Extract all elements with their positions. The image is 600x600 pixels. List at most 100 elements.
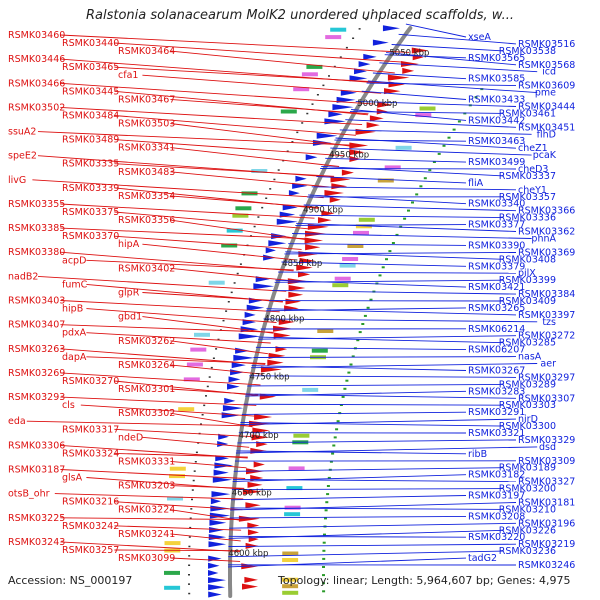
reverse-gene-label[interactable]: RSMK03357: [499, 192, 556, 203]
reverse-gene-label[interactable]: RSMK03289: [499, 379, 556, 390]
forward-gene-label[interactable]: RSMK03242: [62, 521, 119, 532]
forward-gene-label[interactable]: RSMK03257: [62, 545, 119, 556]
forward-gene-label[interactable]: RSMK03402: [118, 263, 175, 274]
reverse-gene-label[interactable]: RSMK03516: [518, 39, 575, 50]
forward-gene-label[interactable]: RSMK03403: [8, 296, 65, 307]
forward-gene-label[interactable]: RSMK03302: [118, 408, 175, 419]
gene-labels[interactable]: RSMK03460RSMK03440RSMK03464RSMK03446RSMK…: [8, 30, 575, 571]
reverse-gene-label[interactable]: RSMK03285: [499, 338, 556, 349]
reverse-gene-label[interactable]: RSMK03337: [499, 171, 556, 182]
reverse-gene-label[interactable]: RSMK06207: [468, 345, 525, 356]
forward-gene-label[interactable]: RSMK03331: [118, 456, 175, 467]
forward-gene-label[interactable]: fumC: [62, 279, 88, 290]
reverse-gene-label[interactable]: RSMK03340: [468, 199, 525, 210]
reverse-gene-label[interactable]: pme: [535, 88, 556, 99]
reverse-gene-label[interactable]: RSMK03329: [518, 435, 575, 446]
forward-gene-label[interactable]: hipA: [118, 239, 140, 250]
reverse-gene-label[interactable]: RSMK03265: [468, 303, 525, 314]
forward-gene-label[interactable]: RSMK03241: [118, 529, 175, 540]
forward-gene-label[interactable]: RSMK03269: [8, 368, 65, 379]
forward-gene-label[interactable]: pdxA: [62, 328, 87, 339]
reverse-gene-label[interactable]: RSMK03327: [518, 477, 575, 488]
forward-gene-label[interactable]: ndeD: [118, 432, 143, 443]
reverse-gene-label[interactable]: RSMK03272: [518, 331, 575, 342]
forward-gene-label[interactable]: RSMK03324: [62, 448, 119, 459]
forward-gene-label[interactable]: RSMK03203: [118, 481, 175, 492]
forward-gene-label[interactable]: RSMK03225: [8, 513, 65, 524]
reverse-gene-label[interactable]: RSMK03196: [518, 518, 575, 529]
forward-gene-label[interactable]: RSMK03460: [8, 30, 65, 41]
forward-gene-label[interactable]: acpD: [62, 255, 86, 266]
reverse-gene-label[interactable]: RSMK03182: [468, 470, 525, 481]
reverse-gene-label[interactable]: RSMK03461: [499, 108, 556, 119]
forward-gene-label[interactable]: RSMK03502: [8, 102, 65, 113]
forward-gene-label[interactable]: RSMK03301: [118, 384, 175, 395]
forward-gene-label[interactable]: dapA: [62, 352, 87, 363]
forward-gene-label[interactable]: RSMK03355: [8, 199, 65, 210]
reverse-gene-label[interactable]: RSMK03220: [468, 532, 525, 543]
reverse-gene-label[interactable]: RSMK03444: [518, 102, 575, 113]
reverse-gene-label[interactable]: nirD: [518, 414, 538, 425]
forward-gene-label[interactable]: RSMK03187: [8, 465, 65, 476]
reverse-gene-label[interactable]: cheY1: [518, 185, 547, 196]
reverse-gene-label[interactable]: RSMK03451: [518, 122, 575, 133]
reverse-gene-label[interactable]: RSMK03379: [468, 261, 525, 272]
reverse-gene-label[interactable]: RSMK03442: [468, 115, 525, 126]
forward-gene-label[interactable]: RSMK03466: [8, 78, 65, 89]
forward-gene-label[interactable]: speE2: [8, 151, 37, 162]
forward-gene-label[interactable]: RSMK03370: [62, 231, 119, 242]
forward-gene-label[interactable]: glpR: [118, 288, 140, 299]
forward-gene-label[interactable]: RSMK03385: [8, 223, 65, 234]
reverse-gene-label[interactable]: RSMK03384: [518, 289, 575, 300]
reverse-gene-label[interactable]: RSMK03609: [518, 81, 575, 92]
forward-gene-label[interactable]: RSMK03264: [118, 360, 175, 371]
forward-gene-label[interactable]: cls: [62, 400, 75, 411]
reverse-gene-label[interactable]: ribB: [468, 449, 487, 460]
reverse-gene-label[interactable]: RSMK03463: [468, 136, 525, 147]
reverse-gene-label[interactable]: RSMK03189: [499, 463, 556, 474]
reverse-gene-label[interactable]: RSMK03390: [468, 240, 525, 251]
reverse-gene-label[interactable]: nasA: [518, 352, 542, 363]
reverse-gene-label[interactable]: RSMK03208: [468, 511, 525, 522]
forward-gene-label[interactable]: RSMK03341: [118, 143, 175, 154]
reverse-gene-label[interactable]: RSMK03362: [518, 227, 575, 238]
reverse-gene-label[interactable]: RSMK03409: [499, 296, 556, 307]
reverse-gene-label[interactable]: RSMK03267: [468, 366, 525, 377]
reverse-gene-label[interactable]: RSMK03309: [518, 456, 575, 467]
reverse-gene-label[interactable]: RSMK03538: [499, 46, 556, 57]
forward-gene-label[interactable]: RSMK03262: [118, 336, 175, 347]
forward-gene-label[interactable]: RSMK03407: [8, 320, 65, 331]
reverse-gene-label[interactable]: pcaK: [533, 150, 557, 161]
reverse-gene-label[interactable]: RSMK03366: [518, 206, 575, 217]
forward-gene-label[interactable]: RSMK03445: [62, 86, 119, 97]
forward-gene-label[interactable]: RSMK03446: [8, 54, 65, 65]
forward-gene-label[interactable]: RSMK03465: [62, 62, 119, 73]
reverse-gene-label[interactable]: RSMK03336: [499, 213, 556, 224]
reverse-gene-label[interactable]: RSMK03303: [499, 400, 556, 411]
forward-gene-label[interactable]: glsA: [62, 473, 83, 484]
reverse-gene-label[interactable]: xseA: [468, 32, 491, 43]
reverse-gene-label[interactable]: RSMK03236: [499, 546, 556, 557]
forward-gene-label[interactable]: RSMK03503: [118, 119, 175, 130]
reverse-gene-label[interactable]: RSMK03585: [468, 74, 525, 85]
reverse-gene-label[interactable]: phnA: [531, 234, 556, 245]
reverse-gene-label[interactable]: RSMK03499: [468, 157, 525, 168]
reverse-gene-label[interactable]: RSMK03565: [468, 53, 525, 64]
forward-gene-label[interactable]: RSMK03335: [62, 159, 119, 170]
forward-gene-label[interactable]: gbd1: [118, 312, 142, 323]
reverse-gene-label[interactable]: RSMK03300: [499, 421, 556, 432]
forward-gene-label[interactable]: RSMK03464: [118, 46, 175, 57]
reverse-gene-label[interactable]: RSMK06214: [468, 324, 525, 335]
forward-gene-label[interactable]: RSMK03356: [118, 215, 175, 226]
reverse-gene-label[interactable]: RSMK03307: [518, 393, 575, 404]
reverse-gene-label[interactable]: icd: [542, 67, 556, 78]
forward-gene-label[interactable]: RSMK03216: [62, 497, 119, 508]
forward-gene-label[interactable]: RSMK03099: [118, 553, 175, 564]
forward-gene-label[interactable]: RSMK03483: [118, 167, 175, 178]
forward-gene-label[interactable]: RSMK03354: [118, 191, 175, 202]
reverse-gene-label[interactable]: RSMK03246: [518, 560, 575, 571]
forward-gene-label[interactable]: RSMK03293: [8, 392, 65, 403]
reverse-gene-label[interactable]: tadG2: [468, 553, 497, 564]
forward-gene-label[interactable]: hipB: [62, 304, 83, 315]
reverse-gene-label[interactable]: dsd: [539, 442, 556, 453]
